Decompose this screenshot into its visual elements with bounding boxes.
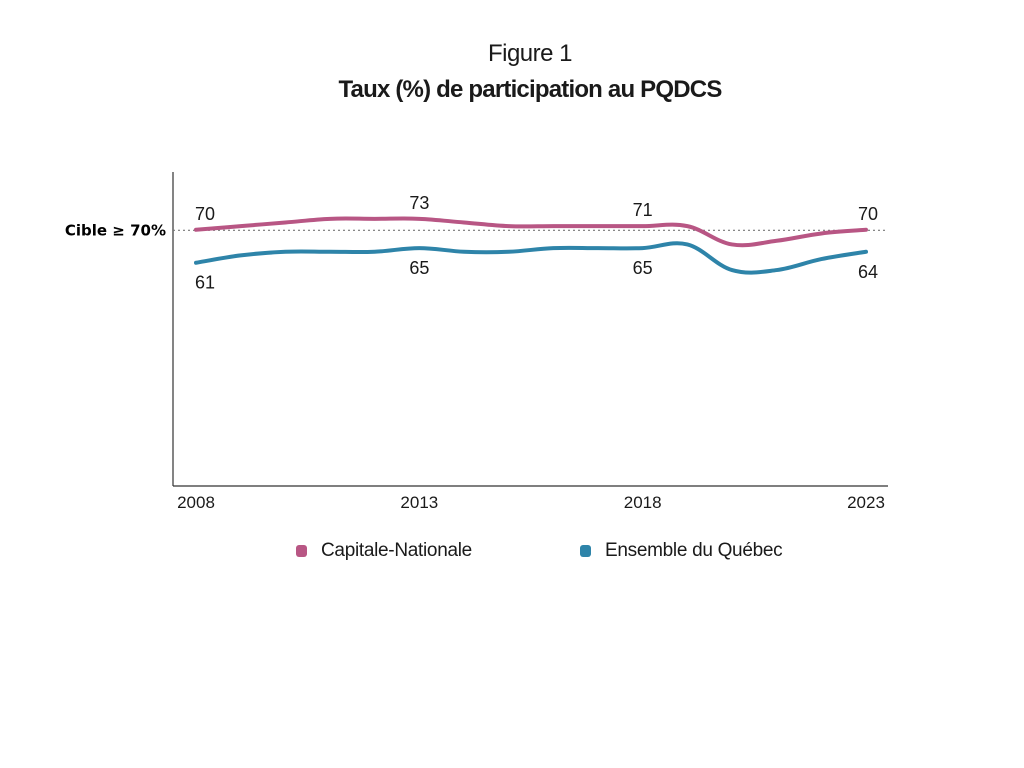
data-label-capitale-nationale-2018: 71 [633,200,653,220]
data-point-capitale-nationale-2022 [819,231,823,235]
legend-swatch-ensemble-du-quebec [580,545,591,557]
figure-label: Figure 1 [487,40,573,67]
data-point-ensemble-du-quebec-2011 [328,250,332,254]
data-point-capitale-nationale-2019 [685,224,689,228]
data-label-ensemble-du-quebec-2008: 61 [195,273,215,293]
data-label-capitale-nationale-2008: 70 [195,204,215,224]
data-point-ensemble-du-quebec-2010 [283,250,287,254]
legend: Capitale-Nationale Ensemble du Québec [0,540,1024,566]
x-tick-label-2023: 2023 [847,493,885,512]
x-tick-label-2018: 2018 [624,493,662,512]
data-label-ensemble-du-quebec-2013: 65 [409,258,429,278]
data-point-ensemble-du-quebec-2023 [864,250,868,254]
line-chart: Cible ≥ 70% 2008 2013 2018 2023 70 73 71 70 61 65 6… [65,172,888,512]
data-point-ensemble-du-quebec-2017 [596,246,600,250]
data-point-ensemble-du-quebec-2012 [373,250,377,254]
data-point-capitale-nationale-2015 [507,224,511,228]
legend-label-ensemble-du-quebec: Ensemble du Québec [605,540,783,561]
data-point-ensemble-du-quebec-2018 [641,246,645,250]
data-label-ensemble-du-quebec-2018: 65 [633,258,653,278]
data-point-ensemble-du-quebec-2022 [819,257,823,261]
data-point-capitale-nationale-2011 [328,217,332,221]
data-point-capitale-nationale-2010 [283,220,287,224]
data-label-capitale-nationale-2013: 73 [409,193,429,213]
data-point-ensemble-du-quebec-2016 [551,246,555,250]
data-point-ensemble-du-quebec-2020 [730,268,734,272]
data-point-ensemble-du-quebec-2014 [462,250,466,254]
data-point-ensemble-du-quebec-2009 [239,253,243,257]
data-point-capitale-nationale-2009 [239,224,243,228]
data-point-capitale-nationale-2012 [373,217,377,221]
series-line-capitale-nationale [194,216,868,248]
data-point-capitale-nationale-2014 [462,220,466,224]
series-line-ensemble-du-quebec [194,241,868,275]
data-point-capitale-nationale-2018 [641,224,645,228]
data-point-capitale-nationale-2023 [864,228,868,232]
data-point-capitale-nationale-2021 [775,239,779,243]
data-point-ensemble-du-quebec-2013 [417,246,421,250]
data-point-ensemble-du-quebec-2015 [507,250,511,254]
data-point-ensemble-du-quebec-2019 [685,242,689,246]
x-tick-label-2008: 2008 [177,493,215,512]
legend-swatch-capitale-nationale [296,545,307,557]
data-point-capitale-nationale-2017 [596,224,600,228]
data-point-capitale-nationale-2020 [730,242,734,246]
target-label: Cible ≥ 70% [65,221,166,239]
data-point-capitale-nationale-2008 [194,228,198,232]
x-tick-label-2013: 2013 [400,493,438,512]
legend-item-capitale-nationale: Capitale-Nationale [296,540,472,562]
data-point-capitale-nationale-2016 [551,224,555,228]
data-label-ensemble-du-quebec-2023: 64 [858,262,878,282]
legend-item-ensemble-du-quebec: Ensemble du Québec [580,540,783,562]
legend-label-capitale-nationale: Capitale-Nationale [321,540,472,561]
data-point-capitale-nationale-2013 [417,217,421,221]
data-point-ensemble-du-quebec-2008 [194,261,198,265]
data-label-capitale-nationale-2023: 70 [858,204,878,224]
data-point-ensemble-du-quebec-2021 [775,268,779,272]
chart-title: Taux (%) de participation au PQDCS [338,76,722,103]
